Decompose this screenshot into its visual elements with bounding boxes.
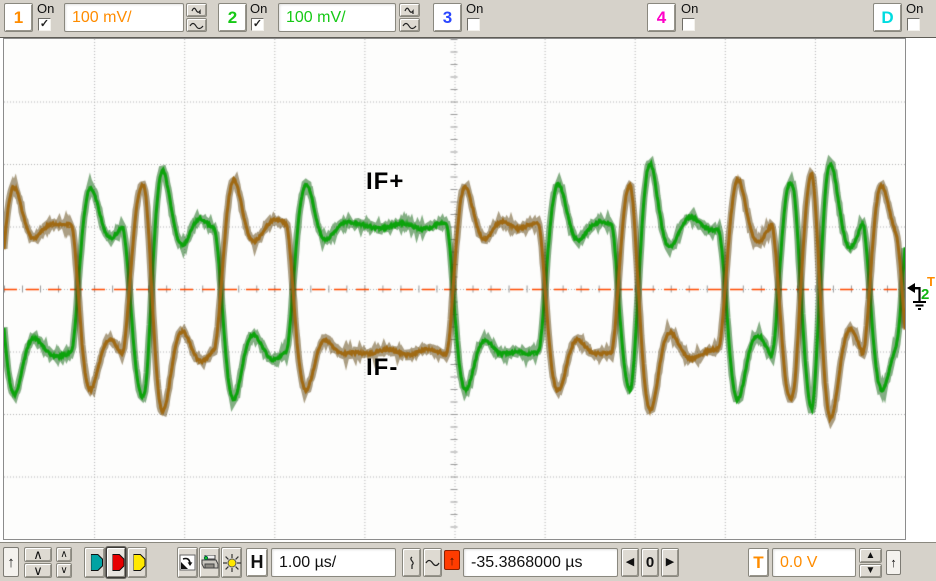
hzoom-in-button[interactable] <box>423 548 442 577</box>
panel-up-button[interactable]: ↑ <box>3 547 19 577</box>
left-arrow-icon <box>907 283 915 293</box>
channel-3-on-label: On <box>466 1 484 16</box>
channel-d-on-checkbox[interactable] <box>907 18 920 31</box>
channel-3-label: 3 <box>442 8 453 27</box>
sine-wave-icon <box>425 559 440 566</box>
trigger-level-input[interactable] <box>772 548 856 577</box>
channel-2-coupling-down-button[interactable] <box>399 18 420 32</box>
channel-2-label: 2 <box>227 8 238 27</box>
export-icon <box>179 554 196 571</box>
channel-4-label: 4 <box>656 8 667 27</box>
channel-2-scale-input[interactable] <box>278 3 396 32</box>
channel-d-on-label: On <box>906 1 924 16</box>
down-triangle-icon: ▼ <box>865 565 876 576</box>
printer-icon <box>201 555 218 569</box>
print-button[interactable] <box>199 547 220 578</box>
trigger-menu-button[interactable]: T <box>748 548 769 577</box>
trigger-slope-button[interactable]: ↑ <box>444 550 460 570</box>
marker-channel-number: 2 <box>921 286 929 303</box>
channel-1-coupling-down-button[interactable] <box>186 18 207 32</box>
up-arrow-icon: ↑ <box>890 555 897 570</box>
level-spinner-up-button[interactable]: ▲ <box>859 548 882 563</box>
trigger-level-marker[interactable]: 2 T <box>906 272 936 316</box>
up-triangle-icon: ▲ <box>865 549 876 561</box>
level-spinner-down-button[interactable]: ▼ <box>859 564 882 578</box>
channel-1-on-checkbox[interactable]: ✓ <box>38 18 51 31</box>
chevron-up-icon: ∧ <box>60 548 68 560</box>
stop-icon <box>112 555 124 570</box>
up-arrow-icon: ↑ <box>7 553 15 571</box>
channel-4-on-checkbox[interactable] <box>682 18 695 31</box>
channel-2-on-label: On <box>250 1 268 16</box>
sine-wave-icon <box>189 22 204 29</box>
channel-3-on-checkbox[interactable] <box>467 18 480 31</box>
single-icon <box>133 555 145 570</box>
waveform-display[interactable] <box>4 39 905 539</box>
fine-step-down-button[interactable]: ∨ <box>56 563 72 578</box>
annotation-if-minus: IF- <box>366 354 399 381</box>
brightness-button[interactable] <box>221 547 242 578</box>
sine-wave-icon <box>402 22 417 29</box>
coarse-step-up-button[interactable]: ∧ <box>24 547 52 562</box>
channel-1-scale-input[interactable] <box>64 3 184 32</box>
small-wave-icon <box>403 7 414 14</box>
delay-input[interactable] <box>463 548 618 577</box>
channel-toolbar: 1 On ✓ 2 On ✓ 3 On 4 O <box>0 0 936 38</box>
timebase-input[interactable] <box>271 548 396 577</box>
small-wave-icon <box>409 556 414 569</box>
channel-2-on-checkbox[interactable]: ✓ <box>251 18 264 31</box>
channel-d-label: D <box>881 8 894 27</box>
horizontal-menu-button[interactable]: H <box>246 548 268 577</box>
channel-1-coupling-up-button[interactable] <box>186 3 207 17</box>
channel-2-coupling-up-button[interactable] <box>399 3 420 17</box>
delay-increment-button[interactable]: ▶ <box>661 548 679 577</box>
sun-icon <box>222 553 241 572</box>
channel-1-on-label: On <box>37 1 55 16</box>
annotation-if-plus: IF+ <box>366 168 405 195</box>
run-icon <box>91 555 102 570</box>
channel-1-label: 1 <box>13 8 24 27</box>
coarse-step-down-button[interactable]: ∨ <box>24 563 52 578</box>
right-triangle-icon: ▶ <box>665 556 675 568</box>
channel-4-on-label: On <box>681 1 699 16</box>
ground-icon <box>913 301 926 303</box>
channel-1-button[interactable]: 1 <box>4 3 33 32</box>
channel-2-button[interactable]: 2 <box>218 3 247 32</box>
small-wave-icon <box>190 7 201 14</box>
run-button[interactable] <box>84 547 105 578</box>
channel-4-button[interactable]: 4 <box>647 3 676 32</box>
channel-3-button[interactable]: 3 <box>433 3 462 32</box>
chevron-down-icon: ∨ <box>60 564 68 576</box>
fine-step-up-button[interactable]: ∧ <box>56 547 72 562</box>
chevron-down-icon: ∨ <box>33 563 43 578</box>
chevron-up-icon: ∧ <box>33 547 43 562</box>
hzoom-out-button[interactable] <box>402 548 421 577</box>
delay-decrement-button[interactable]: ◀ <box>621 548 639 577</box>
marker-trigger-letter: T <box>927 274 935 289</box>
horizontal-toolbar: ↑ ∧ ∨ ∧ ∨ <box>0 542 936 581</box>
delay-zero-button[interactable]: 0 <box>641 548 659 577</box>
channel-d-button[interactable]: D <box>873 3 902 32</box>
export-button[interactable] <box>177 547 198 578</box>
stop-button[interactable] <box>106 547 126 578</box>
left-triangle-icon: ◀ <box>625 556 635 568</box>
single-button[interactable] <box>127 547 147 578</box>
rising-edge-icon: ↑ <box>448 552 456 568</box>
level-up-button[interactable]: ↑ <box>886 550 901 575</box>
